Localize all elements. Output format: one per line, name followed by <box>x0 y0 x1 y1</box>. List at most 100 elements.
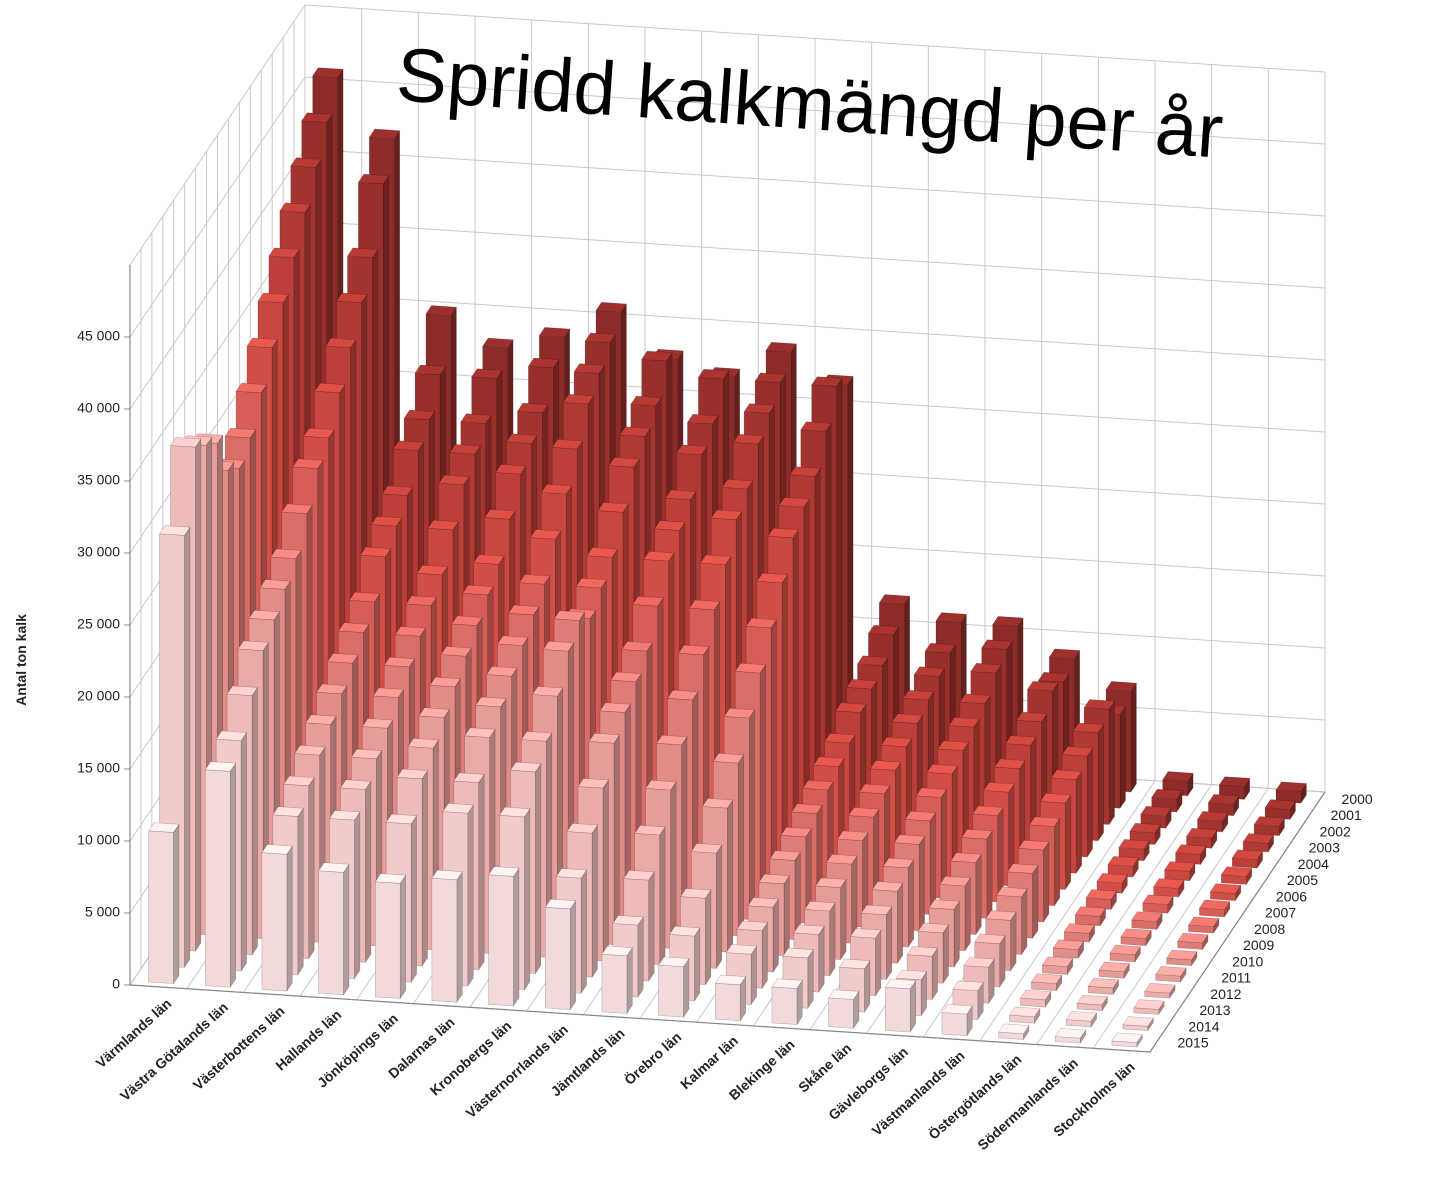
bar-top <box>370 516 403 527</box>
bar-side <box>535 762 542 975</box>
bar <box>1198 899 1231 918</box>
bar-top <box>544 898 577 910</box>
bar <box>1177 932 1209 951</box>
depth-label: 2000 <box>1342 791 1373 807</box>
bar-top <box>1008 1006 1041 1018</box>
bar-top <box>475 696 507 708</box>
bar-side <box>840 878 847 961</box>
bar-side <box>999 934 1006 988</box>
bar-top <box>939 875 971 887</box>
bar-top <box>791 803 823 814</box>
bar-top <box>1039 792 1072 804</box>
bar-front <box>884 986 911 1033</box>
bar-top <box>699 554 732 566</box>
bar-side <box>907 858 915 948</box>
bar-top <box>782 947 814 959</box>
depth-label: 2003 <box>1309 840 1340 856</box>
bar <box>1109 944 1141 963</box>
bar-top <box>811 376 843 387</box>
bar-side <box>580 869 587 995</box>
bar-side <box>613 733 620 946</box>
bar-side <box>694 926 701 1002</box>
bar <box>658 956 690 1019</box>
bar <box>828 989 860 1030</box>
bar-top <box>555 868 588 879</box>
bar-top <box>736 920 769 932</box>
bar-top <box>915 787 948 798</box>
bar-top <box>963 957 995 968</box>
bar-top <box>226 685 259 696</box>
bar-top <box>516 402 549 414</box>
x-tick-label: Skåne län <box>795 1040 854 1096</box>
bar-top <box>804 900 836 912</box>
bar-top <box>878 594 911 605</box>
bar-top <box>1275 781 1307 792</box>
bar <box>1098 961 1130 980</box>
bar-top <box>224 427 257 439</box>
bar-top <box>1122 1016 1154 1027</box>
bar-top <box>577 778 610 789</box>
bar-top <box>1196 811 1229 822</box>
bar-top <box>745 617 778 629</box>
bar-top <box>623 869 655 881</box>
bar-top <box>849 928 882 939</box>
bar-top <box>584 332 617 344</box>
bar <box>601 945 633 1015</box>
bar-side <box>909 979 917 1033</box>
bar-top <box>235 382 268 394</box>
bar-side <box>1010 911 1017 972</box>
bar-front <box>374 881 401 999</box>
bar-top <box>828 989 860 1000</box>
bar <box>1131 911 1163 931</box>
bar <box>1153 878 1185 898</box>
bar-front <box>318 870 344 996</box>
bar-top <box>1118 839 1150 850</box>
bar-top <box>169 437 202 448</box>
bar-top <box>381 485 414 496</box>
bar-top <box>813 756 845 767</box>
bar-top <box>1028 816 1061 827</box>
bar-top <box>656 734 688 746</box>
bar-top <box>588 732 620 744</box>
y-axis-label: Antal ton kalk <box>13 614 29 706</box>
bar-top <box>237 640 270 651</box>
bar-side <box>1075 770 1082 875</box>
bar <box>1231 849 1264 870</box>
bar-side <box>975 853 982 936</box>
bar-side <box>524 807 531 991</box>
bar <box>884 978 917 1033</box>
bar-front <box>714 982 741 1022</box>
bar-front <box>261 852 288 992</box>
bar-side <box>513 867 520 1007</box>
bar-top <box>215 730 248 742</box>
bar-side <box>229 762 236 989</box>
bar <box>1063 923 1096 944</box>
bar-top <box>1065 1011 1098 1022</box>
bar-top <box>204 761 237 772</box>
y-tick-label: 20 000 <box>77 688 120 704</box>
bar-top <box>1017 839 1050 851</box>
depth-label: 2010 <box>1232 953 1263 969</box>
bar-top <box>403 409 436 421</box>
bar <box>1175 844 1207 866</box>
bar-top <box>529 529 562 540</box>
bar-top <box>1098 961 1130 973</box>
bar-top <box>562 393 595 405</box>
bar-top <box>495 464 527 475</box>
bar-top <box>148 822 180 833</box>
bar-top <box>374 873 407 884</box>
depth-label: 2013 <box>1199 1002 1230 1018</box>
bar-top <box>734 662 767 674</box>
y-tick-label: 30 000 <box>77 544 120 560</box>
bar-front <box>205 769 231 988</box>
bar-side <box>953 900 960 968</box>
bar-top <box>937 740 969 751</box>
bar-side <box>772 898 779 974</box>
bar-top <box>1207 794 1240 805</box>
bar-top <box>359 546 392 558</box>
bar-top <box>488 866 520 877</box>
bar-top <box>824 733 856 744</box>
bar-top <box>507 604 540 616</box>
bar-side <box>761 921 768 990</box>
bar-top <box>575 577 608 589</box>
